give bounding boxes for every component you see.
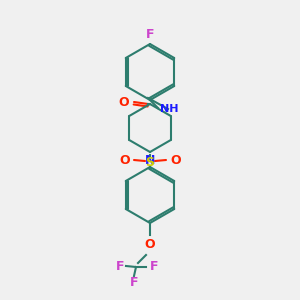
Text: F: F — [150, 260, 158, 274]
Text: NH: NH — [160, 104, 178, 114]
Text: O: O — [118, 95, 129, 109]
Text: N: N — [145, 154, 155, 167]
Text: O: O — [145, 238, 155, 251]
Text: S: S — [146, 155, 154, 169]
Text: F: F — [130, 277, 138, 290]
Text: F: F — [146, 28, 154, 41]
Text: O: O — [170, 154, 181, 166]
Text: O: O — [119, 154, 130, 166]
Text: F: F — [116, 260, 124, 272]
